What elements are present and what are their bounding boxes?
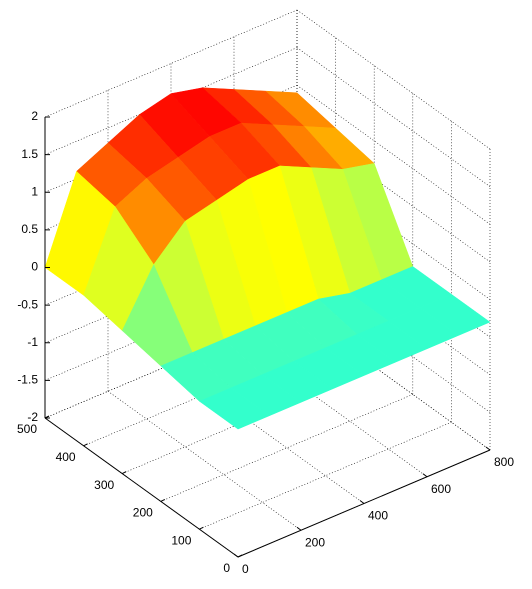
z-tick-label: 0.5	[21, 222, 38, 236]
y-tick	[83, 443, 88, 447]
grid-line	[199, 421, 452, 530]
x-tick-label: 400	[368, 509, 388, 523]
y-tick-label: 400	[56, 450, 76, 464]
grid-line	[160, 394, 413, 502]
y-axis	[44, 417, 239, 558]
grid-line	[296, 47, 491, 187]
grid-line	[107, 391, 302, 531]
y-tick-label: 200	[133, 506, 153, 520]
x-tick	[485, 446, 491, 451]
x-tick	[296, 526, 302, 531]
grid-line	[44, 47, 298, 155]
grid-line	[296, 9, 491, 150]
x-tick-label: 0	[242, 562, 249, 576]
y-tick	[237, 554, 243, 558]
z-tick-label: -0.5	[17, 297, 38, 311]
x-tick-label: 600	[431, 482, 451, 496]
z-tick-label: 0	[31, 260, 38, 274]
x-tick	[422, 473, 428, 478]
z-tick-label: 1.5	[21, 147, 38, 161]
x-tick-label: 800	[494, 455, 514, 469]
surface-cell	[198, 387, 271, 430]
y-tick	[44, 415, 50, 419]
y-tick-label: 300	[94, 478, 114, 492]
x-tick	[359, 500, 365, 504]
grid-line	[296, 85, 491, 225]
grid-line	[44, 9, 298, 118]
y-tick	[160, 498, 166, 502]
z-tick-label: -1	[27, 335, 38, 349]
x-tick-label: 200	[305, 535, 325, 549]
y-tick-label: 0	[223, 561, 230, 575]
y-tick	[199, 526, 204, 530]
y-tick-label: 500	[17, 422, 37, 436]
y-tick-label: 100	[171, 533, 191, 547]
z-tick-label: 1	[31, 184, 38, 198]
x-tick	[233, 553, 239, 558]
z-tick-label: -1.5	[17, 373, 38, 387]
y-tick	[121, 471, 127, 475]
z-tick-label: -2	[27, 410, 38, 424]
z-tick-label: 2	[31, 109, 38, 123]
